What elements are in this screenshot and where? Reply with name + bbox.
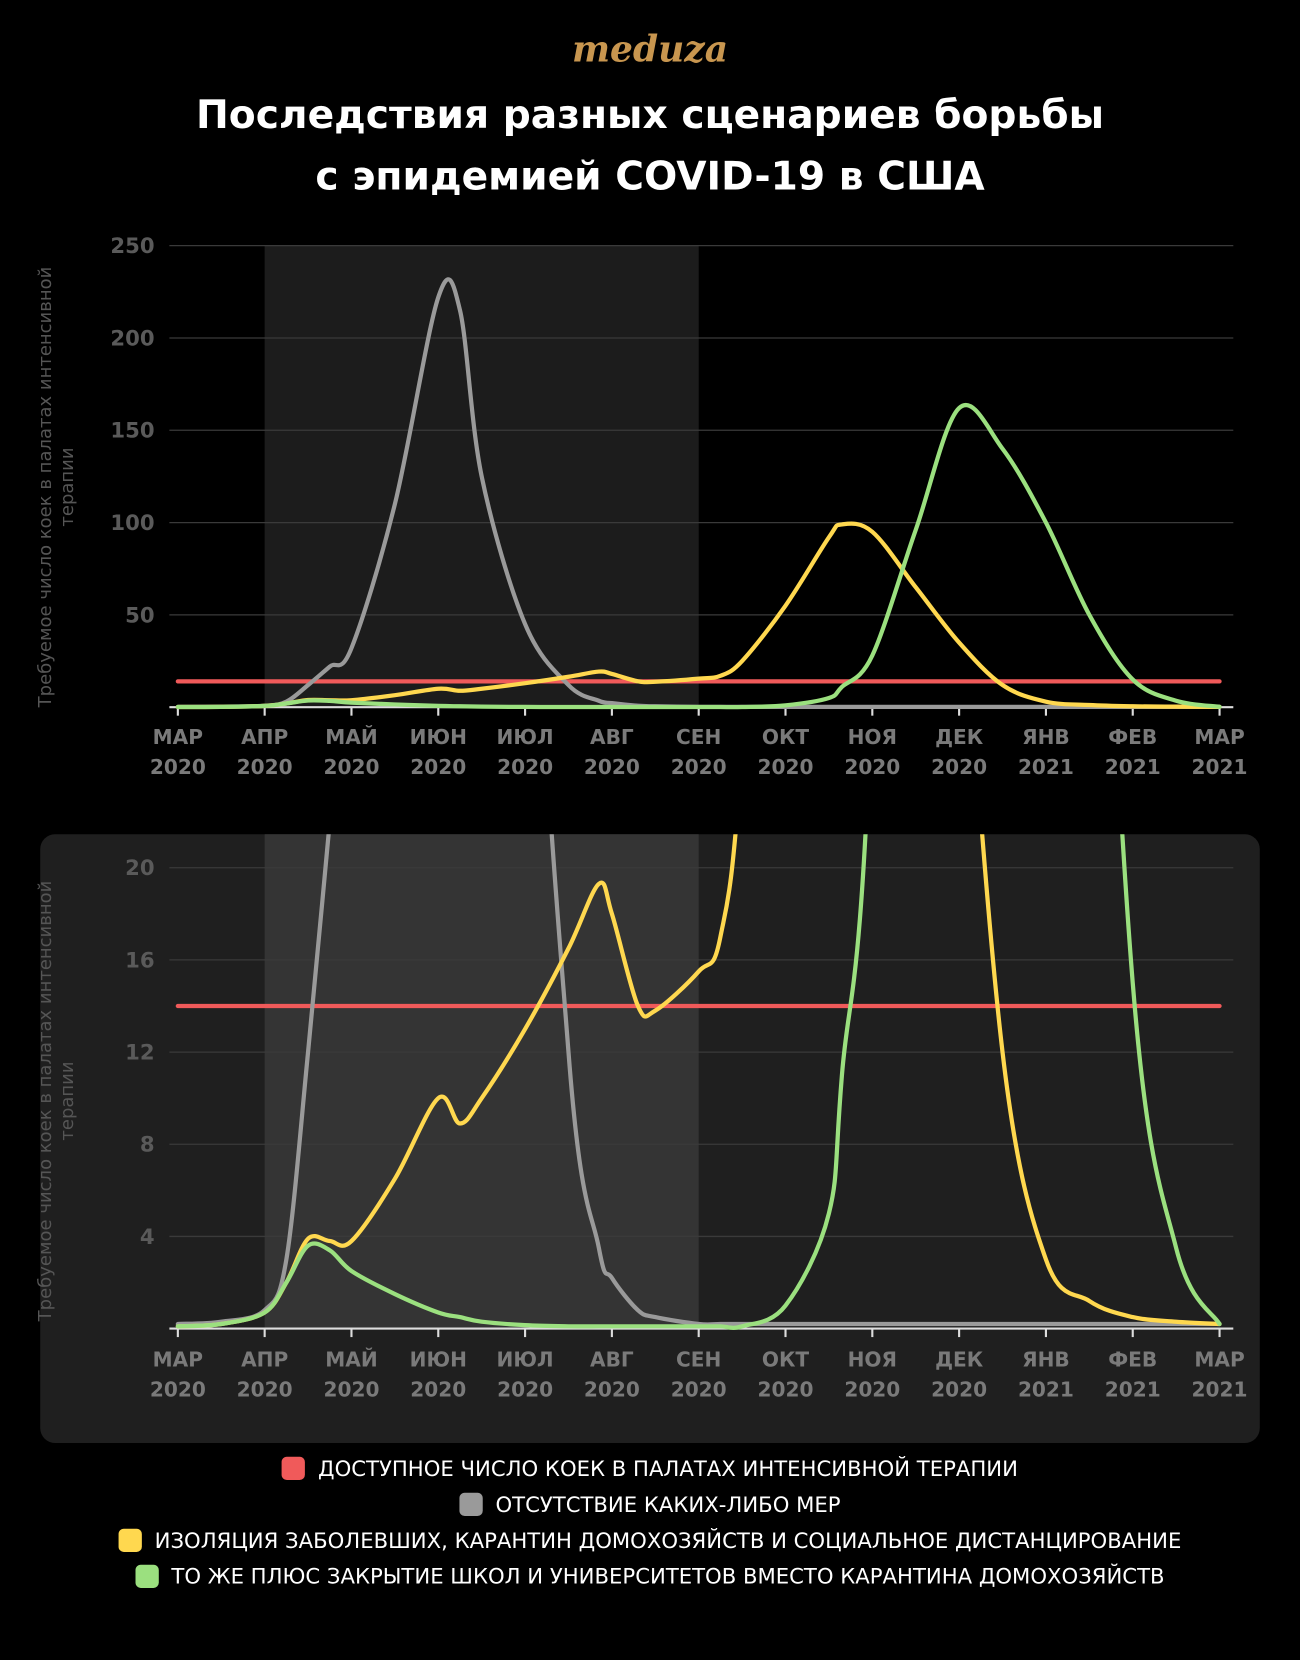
- x-tick-month: ИЮЛ: [497, 1348, 554, 1372]
- x-tick-month: АПР: [241, 725, 288, 749]
- legend-label: ОТСУТСТВИЕ КАКИХ-ЛИБО МЕР: [495, 1491, 841, 1518]
- x-tick-month: ИЮН: [410, 1348, 467, 1372]
- y-tick-label: 150: [110, 418, 154, 443]
- x-tick-year: 2020: [931, 755, 987, 779]
- x-tick-year: 2020: [671, 1377, 727, 1401]
- legend: ДОСТУПНОЕ ЧИСЛО КОЕК В ПАЛАТАХ ИНТЕНСИВН…: [0, 1456, 1300, 1589]
- x-tick-month: ОКТ: [762, 725, 810, 749]
- y-axis-label: Требуемое число коек в палатах интенсивн…: [34, 266, 79, 708]
- x-tick-year: 2020: [931, 1377, 987, 1401]
- series-line: [175, 277, 1222, 709]
- chart: 50 100 150 200 250 МАР 2020 АПР 2020 МАЙ 2020 ИЮН 20…: [35, 233, 1248, 779]
- series-line: [175, 834, 1222, 1330]
- x-tick-year: 2021: [1192, 1377, 1248, 1401]
- x-tick-year: 2020: [410, 1377, 466, 1401]
- chart-title: Последствия разных сценариев борьбы с эп…: [196, 92, 1104, 200]
- x-tick-month: НОЯ: [848, 1348, 897, 1372]
- legend-item: ТО ЖЕ ПЛЮС ЗАКРЫТИЕ ШКОЛ И УНИВЕРСИТЕТОВ…: [135, 1563, 1165, 1590]
- x-tick-month: ЯНВ: [1022, 1348, 1070, 1372]
- x-tick-year: 2020: [150, 1377, 206, 1401]
- x-tick-month: ФЕВ: [1108, 725, 1157, 749]
- series-group: [175, 834, 1222, 1330]
- x-tick-year: 2021: [1192, 755, 1248, 779]
- x-tick-year: 2021: [1105, 755, 1161, 779]
- legend-item: ОТСУТСТВИЕ КАКИХ-ЛИБО МЕР: [459, 1491, 841, 1518]
- legend-swatch: [459, 1492, 483, 1516]
- legend-label: ИЗОЛЯЦИЯ ЗАБОЛЕВШИХ, КАРАНТИН ДОМОХОЗЯЙС…: [154, 1527, 1182, 1554]
- x-tick-month: МАР: [1194, 725, 1244, 749]
- x-tick-year: 2021: [1018, 755, 1074, 779]
- y-tick-label: 4: [140, 1224, 155, 1249]
- y-tick-label: 20: [125, 855, 154, 880]
- x-tick-month: ФЕВ: [1108, 1348, 1157, 1372]
- x-tick-month: МАЙ: [325, 725, 377, 749]
- x-tick-month: НОЯ: [848, 725, 897, 749]
- x-tick-month: МАР: [153, 725, 203, 749]
- shaded-period: [264, 834, 699, 1329]
- y-axis-label-box: Требуемое число коек в палатах интенсивн…: [34, 880, 79, 1322]
- legend-label: ТО ЖЕ ПЛЮС ЗАКРЫТИЕ ШКОЛ И УНИВЕРСИТЕТОВ…: [171, 1563, 1165, 1590]
- y-tick-label: 50: [125, 602, 154, 627]
- legend-item: ДОСТУПНОЕ ЧИСЛО КОЕК В ПАЛАТАХ ИНТЕНСИВН…: [282, 1456, 1018, 1481]
- x-tick-month: СЕН: [676, 725, 721, 749]
- x-tick-month: ИЮЛ: [497, 725, 554, 749]
- legend-swatch: [135, 1564, 159, 1588]
- legend-swatch: [118, 1528, 142, 1552]
- y-tick-label: 100: [110, 510, 154, 535]
- x-tick-year: 2021: [1105, 1377, 1161, 1401]
- series-line: [175, 403, 1222, 710]
- x-tick-year: 2020: [497, 1377, 553, 1401]
- series-group: [175, 277, 1222, 710]
- x-tick-month: МАР: [153, 1348, 203, 1372]
- x-tick-year: 2020: [584, 1377, 640, 1401]
- x-tick-month: ОКТ: [762, 1348, 810, 1372]
- x-tick-year: 2020: [671, 755, 727, 779]
- legend-swatch: [282, 1456, 306, 1480]
- y-tick-label: 200: [110, 325, 154, 350]
- legend-label: ДОСТУПНОЕ ЧИСЛО КОЕК В ПАЛАТАХ ИНТЕНСИВН…: [318, 1455, 1018, 1482]
- y-tick-label: 16: [125, 947, 154, 972]
- x-tick-month: ДЕК: [935, 1348, 984, 1372]
- x-tick-month: МАЙ: [325, 1348, 377, 1372]
- x-tick-year: 2020: [758, 755, 814, 779]
- x-tick-year: 2020: [497, 755, 553, 779]
- x-tick-month: АВГ: [590, 725, 634, 749]
- legend-item: ИЗОЛЯЦИЯ ЗАБОЛЕВШИХ, КАРАНТИН ДОМОХОЗЯЙС…: [118, 1527, 1182, 1554]
- chart: 4 8 12 16 20 МАР 2020 АПР 2020 МАЙ 2020 ИЮН 2020 ИЮЛ 2…: [34, 834, 1248, 1401]
- x-tick-year: 2020: [323, 1377, 379, 1401]
- x-tick-month: ЯНВ: [1022, 725, 1070, 749]
- x-tick-year: 2020: [584, 755, 640, 779]
- x-tick-year: 2020: [323, 755, 379, 779]
- x-tick-month: ДЕК: [935, 725, 984, 749]
- y-axis-label-box: Требуемое число коек в палатах интенсивн…: [34, 266, 79, 708]
- series-line: [175, 834, 1222, 1329]
- brand-logo: meduza: [572, 28, 728, 70]
- y-tick-label: 250: [110, 233, 154, 258]
- x-tick-month: МАР: [1194, 1348, 1244, 1372]
- y-axis-label: Требуемое число коек в палатах интенсивн…: [34, 880, 79, 1322]
- y-tick-label: 8: [140, 1132, 155, 1157]
- x-tick-year: 2020: [410, 755, 466, 779]
- x-tick-year: 2021: [1018, 1377, 1074, 1401]
- x-tick-year: 2020: [237, 755, 293, 779]
- x-tick-year: 2020: [844, 755, 900, 779]
- x-tick-month: АПР: [241, 1348, 288, 1372]
- legend-box: ДОСТУПНОЕ ЧИСЛО КОЕК В ПАЛАТАХ ИНТЕНСИВН…: [0, 1456, 1300, 1589]
- x-tick-year: 2020: [758, 1377, 814, 1401]
- x-tick-year: 2020: [150, 755, 206, 779]
- x-tick-year: 2020: [844, 1377, 900, 1401]
- x-tick-month: ИЮН: [410, 725, 467, 749]
- y-tick-label: 12: [125, 1040, 154, 1065]
- title-box: Последствия разных сценариев борьбы с эп…: [196, 92, 1104, 200]
- x-tick-month: СЕН: [676, 1348, 721, 1372]
- x-tick-month: АВГ: [590, 1348, 634, 1372]
- x-tick-year: 2020: [237, 1377, 293, 1401]
- series-line: [175, 834, 1222, 1327]
